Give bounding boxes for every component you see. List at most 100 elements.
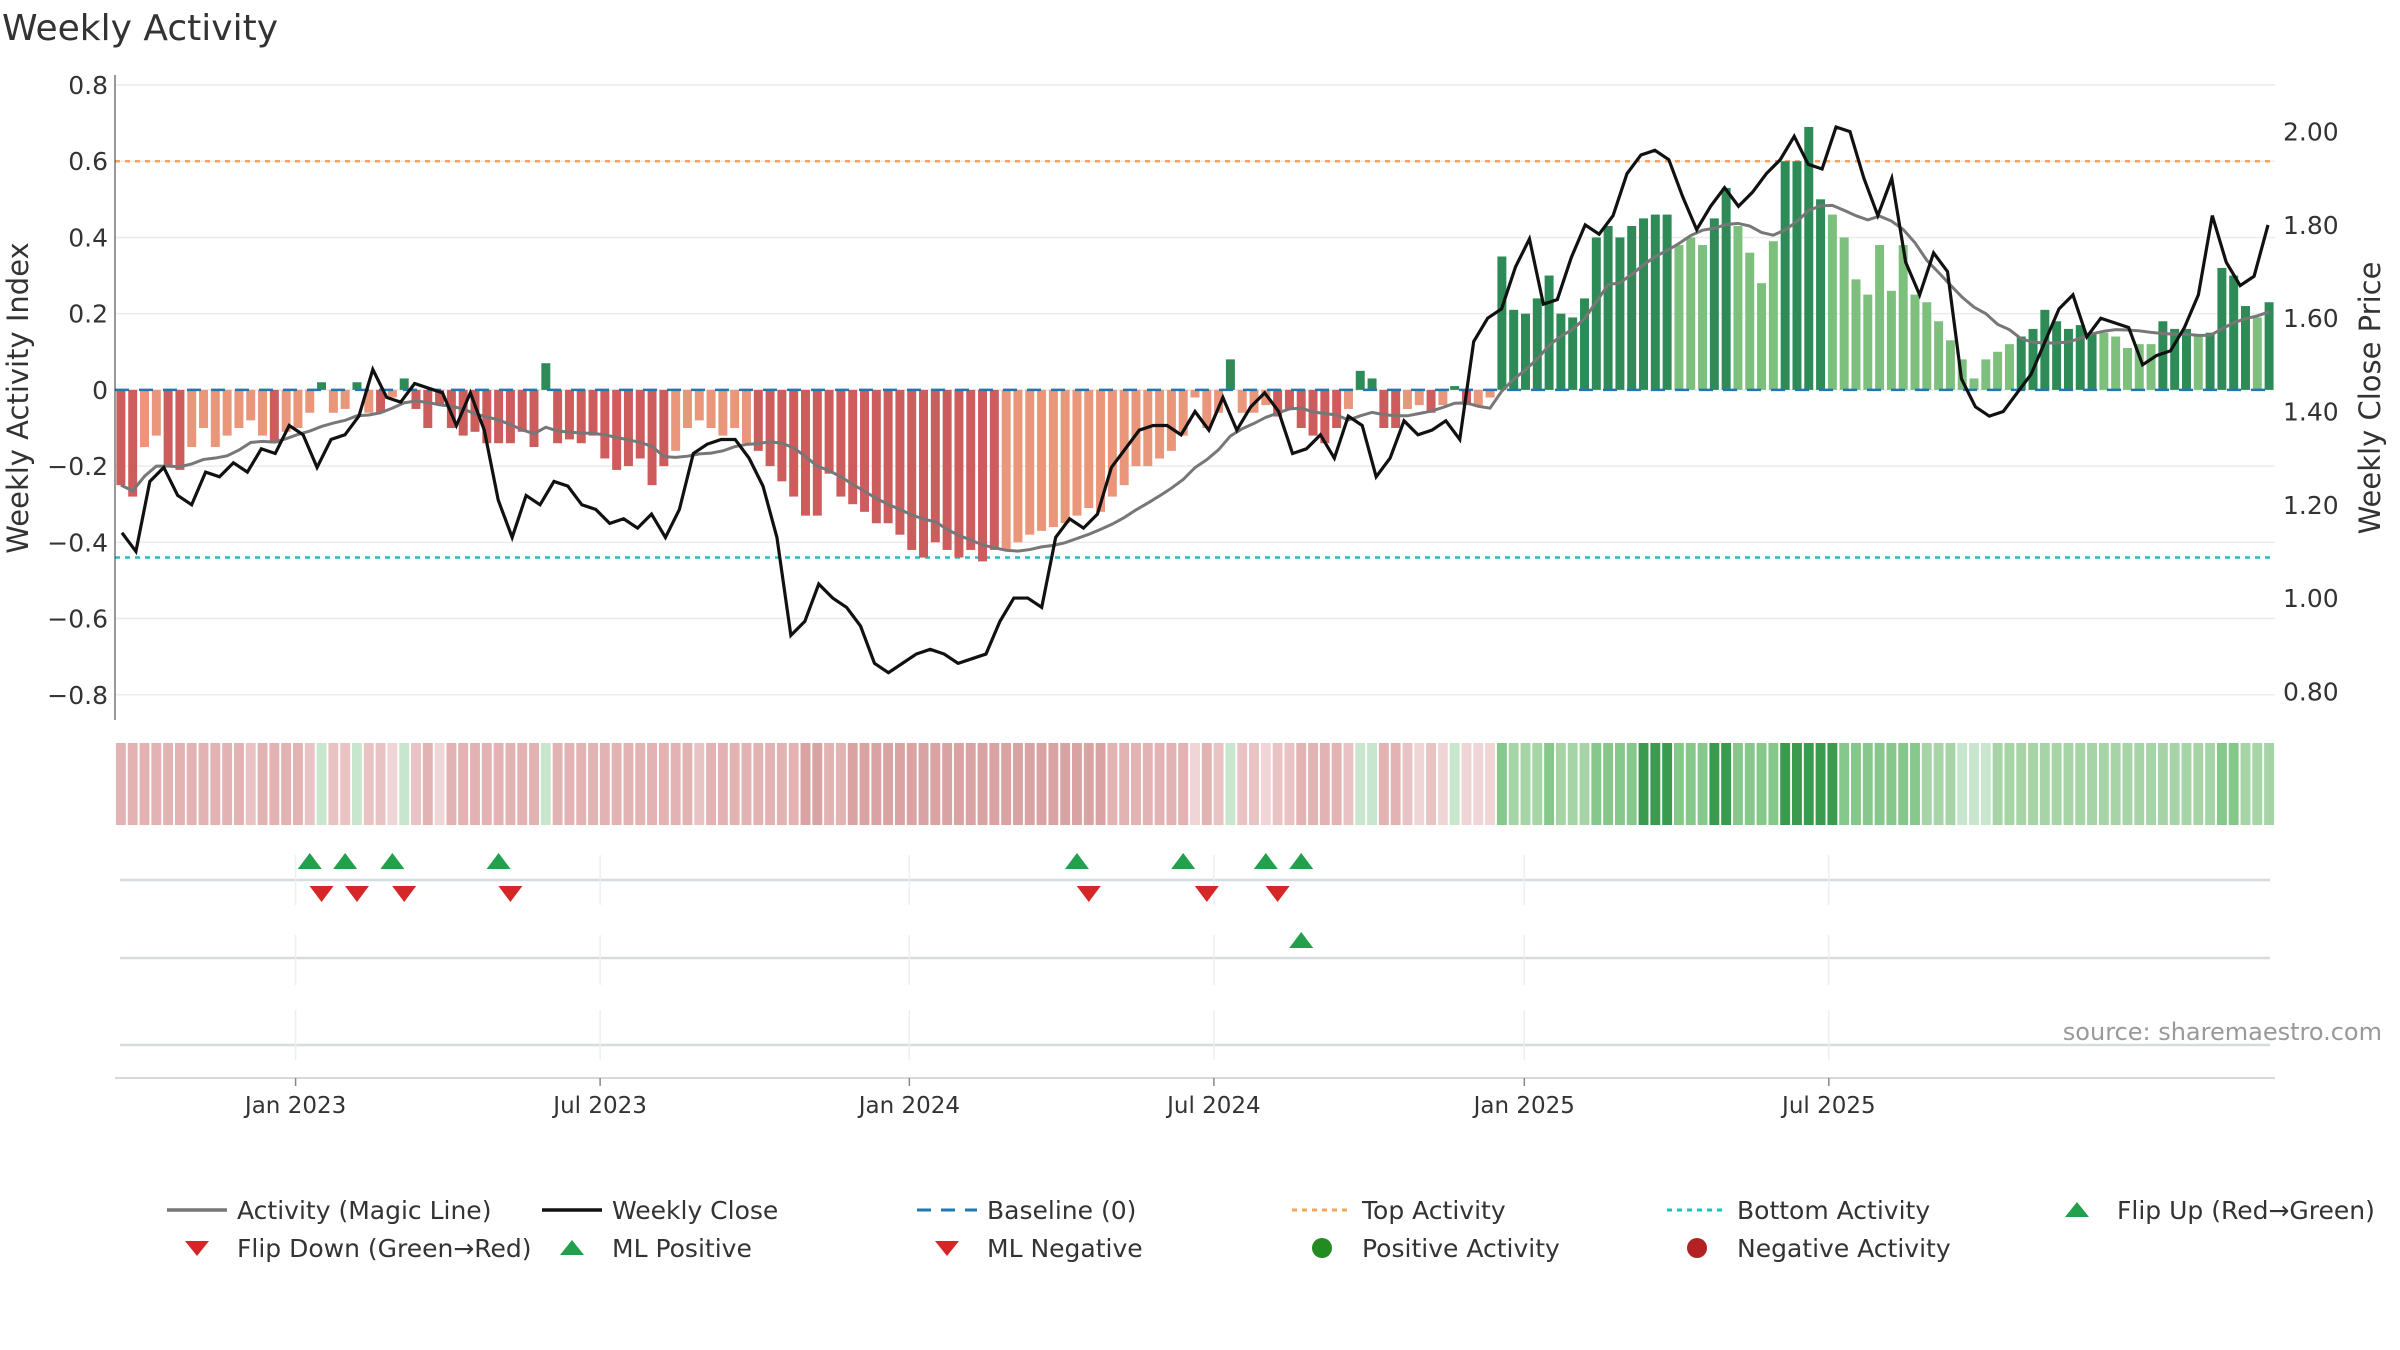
strip-cell	[977, 743, 988, 825]
strip-cell	[2157, 743, 2168, 825]
activity-bar	[2122, 347, 2132, 390]
strip-cell	[883, 743, 894, 825]
activity-bar	[1367, 378, 1377, 390]
strip-cell	[517, 743, 528, 825]
strip-cell	[363, 743, 374, 825]
activity-bar	[1934, 321, 1944, 390]
strip-cell	[906, 743, 917, 825]
strip-cell	[2122, 743, 2133, 825]
strip-cell	[1024, 743, 1035, 825]
activity-bar	[600, 389, 610, 459]
activity-bar	[1473, 389, 1483, 406]
strip-cell	[1744, 743, 1755, 825]
activity-bar	[269, 389, 279, 444]
strip-cell	[753, 743, 764, 825]
activity-bar	[612, 389, 622, 470]
strip-cell	[1001, 743, 1012, 825]
strip-cell	[458, 743, 469, 825]
activity-bar	[505, 389, 515, 444]
strip-cell	[1308, 743, 1318, 825]
strip-cell	[1461, 743, 1472, 825]
activity-bar	[1662, 214, 1672, 390]
activity-bar	[1402, 389, 1412, 409]
strip-cell	[611, 743, 622, 825]
x-tick-label: Jan 2023	[243, 1093, 346, 1119]
activity-bar	[966, 389, 976, 550]
legend-symbol-icon	[165, 1233, 229, 1263]
strip-cell	[1555, 743, 1566, 825]
activity-bar	[2252, 317, 2262, 390]
strip-cell	[1296, 743, 1307, 825]
strip-cell	[776, 743, 787, 825]
y-tick-label: 0	[92, 376, 108, 405]
strip-cell	[1933, 743, 1944, 825]
strip-cell	[1319, 743, 1330, 825]
strip-cell	[352, 743, 362, 825]
strip-cell	[989, 743, 1000, 825]
strip-cell	[2181, 743, 2192, 825]
activity-bar	[954, 389, 964, 558]
strip-cell	[1780, 743, 1791, 825]
activity-bar	[694, 389, 704, 421]
strip-cell	[422, 743, 433, 825]
strip-cell	[2169, 743, 2180, 825]
legend-label: ML Negative	[987, 1233, 1143, 1263]
strip-cell	[1921, 743, 1932, 825]
activity-bar	[411, 389, 421, 409]
strip-cell	[918, 743, 929, 825]
activity-bar	[1568, 317, 1578, 390]
strip-cell	[1662, 743, 1673, 825]
activity-bar	[1450, 386, 1460, 390]
activity-bar	[777, 389, 787, 482]
strip-cell	[623, 743, 634, 825]
activity-bar	[352, 382, 362, 390]
flip-up-marker	[297, 853, 322, 869]
flip-up-marker	[1064, 853, 1089, 869]
strip-cell	[717, 743, 728, 825]
activity-bar	[258, 389, 268, 436]
flip-down-marker	[344, 886, 369, 902]
activity-bar	[1969, 378, 1979, 390]
strip-cell	[1532, 743, 1543, 825]
activity-bar	[1615, 237, 1625, 390]
strip-cell	[1520, 743, 1531, 825]
strip-cell	[210, 743, 221, 825]
legend-symbol-icon	[2045, 1195, 2109, 1225]
activity-bar	[1131, 389, 1141, 467]
activity-bar	[1237, 389, 1247, 413]
flip-down-marker	[309, 886, 334, 902]
activity-bar	[1284, 389, 1294, 409]
activity-bar	[1013, 389, 1023, 543]
activity-bar	[1355, 370, 1365, 390]
strip-cell	[1343, 743, 1354, 825]
x-axis: Jan 2023 Jul 2023 Jan 2024 Jul 2024 Jan 2025…	[115, 1077, 2275, 1119]
activity-bar	[706, 389, 716, 428]
y-tick-label: −0.6	[47, 605, 108, 634]
strip-cell	[1473, 743, 1484, 825]
legend-item: Bottom Activity	[1665, 1195, 1930, 1225]
strip-cell	[2075, 743, 2086, 825]
activity-bar	[907, 389, 917, 550]
strip-cell	[2228, 743, 2239, 825]
activity-bar	[836, 389, 846, 497]
y2-tick-label: 1.80	[2283, 211, 2339, 240]
strip-cell	[115, 743, 126, 825]
strip-cell	[2264, 743, 2275, 825]
strip-cell	[139, 743, 150, 825]
activity-bar	[340, 389, 350, 409]
axes: −0.8 −0.6 −0.4 −0.2 0 0.2 0.4 0.6 0.8 0.80 1.00 1.2…	[47, 71, 2339, 720]
strip-cell	[1237, 743, 1248, 825]
strip-cell	[1072, 743, 1082, 825]
chart-title: Weekly Activity	[2, 8, 279, 49]
y2-tick-label: 1.20	[2283, 491, 2339, 520]
activity-bar	[812, 389, 822, 516]
strip-cell	[1638, 743, 1649, 825]
activity-bar	[1733, 226, 1743, 390]
activity-bar	[470, 389, 480, 432]
strip-cell	[1367, 743, 1378, 825]
activity-bar	[2146, 344, 2156, 390]
activity-bar	[1261, 389, 1271, 406]
activity-bar	[930, 389, 940, 543]
strip-cell	[1827, 743, 1838, 825]
activity-bar	[2111, 336, 2121, 390]
